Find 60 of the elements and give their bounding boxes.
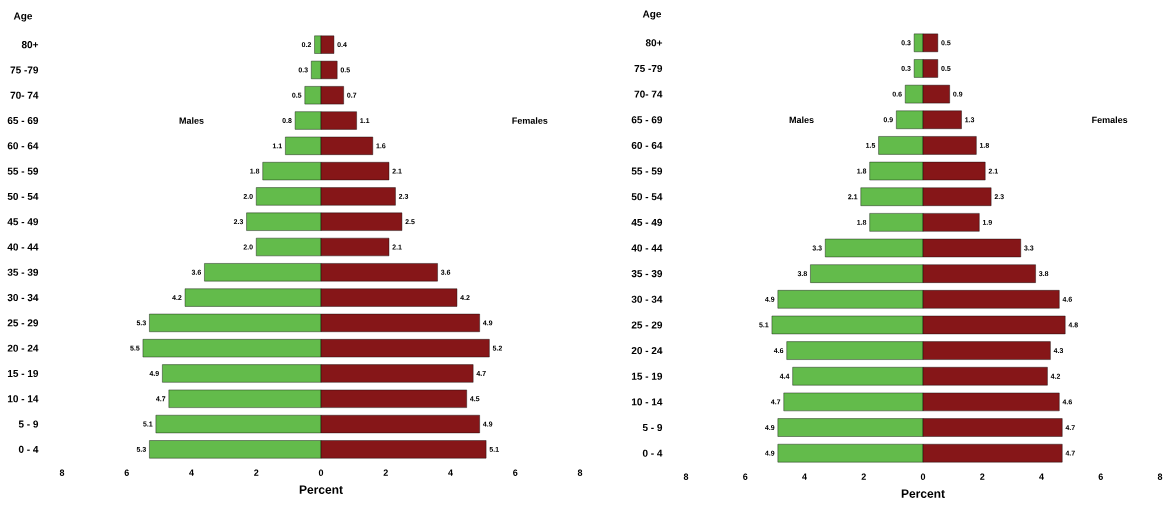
text: Females [1092,116,1128,124]
x-tick-label: 6 [1098,473,1103,480]
x-tick-label: 4 [189,469,194,476]
y-tick-label: 40 - 44 [631,244,663,252]
y-tick-label: 25 - 29 [7,319,39,327]
y-tick-label: 50 - 54 [7,192,39,200]
x-tick-label: 2 [980,473,985,480]
x-tick-label: 8 [683,473,689,480]
y-tick-label: 40 - 44 [7,243,39,251]
x-tick-label: 4 [1039,473,1044,480]
y-tick-label: 55 - 59 [7,167,39,175]
y-tick-label: 5 - 9 [642,424,663,432]
x-tick-label: 8 [59,469,65,476]
y-tick-label: 70- 74 [634,90,663,98]
y-tick-label: 80+ [645,39,663,47]
x-tick-label: 0 [318,469,324,476]
x-tick-label: 2 [861,473,866,480]
x-tick-label: 6 [743,473,748,480]
x-tick-label: 2 [383,469,388,476]
y-axis-title: Age [13,12,33,22]
y-tick-label: 55 - 59 [631,167,663,175]
y-tick-label: 45 - 49 [631,218,663,226]
x-tick-label: 4 [802,473,807,480]
y-tick-label: 35 - 39 [631,270,663,278]
y-tick-label: 30 - 34 [631,295,663,303]
y-tick-label: 15 - 19 [631,372,663,380]
y-tick-label: 25 - 29 [631,321,663,329]
x-tick-label: 8 [577,469,583,476]
y-tick-label: 5 - 9 [18,420,39,428]
y-tick-label: 50 - 54 [631,193,663,201]
y-tick-label: 0 - 4 [642,449,663,457]
x-tick-label: 6 [124,469,129,476]
y-tick-label: 65 - 69 [7,117,39,125]
y-tick-label: 10 - 14 [7,395,39,403]
y-tick-label: 15 - 19 [7,369,39,378]
text: Males [179,117,204,124]
y-tick-label: 65 - 69 [631,116,663,124]
x-axis-title: Percent [901,489,945,498]
y-tick-label: 30 - 34 [7,294,39,302]
y-tick-label: 10 - 14 [631,398,663,406]
y-tick-label: 20 - 24 [631,347,663,355]
x-tick-label: 0 [920,473,926,480]
y-tick-label: 70- 74 [10,91,39,99]
x-tick-label: 8 [1157,473,1163,480]
x-axis-title: Percent [299,485,343,494]
x-tick-label: 2 [254,469,259,476]
y-tick-label: 60 - 64 [7,142,39,150]
y-tick-label: 0 - 4 [18,445,39,453]
y-tick-label: 35 - 39 [7,268,39,276]
y-tick-label: 80+ [21,41,39,49]
y-tick-label: 45 - 49 [7,218,39,226]
y-axis-title: Age [642,10,662,20]
y-tick-label: 75 -79 [634,64,663,73]
y-tick-label: 20 - 24 [7,344,39,352]
x-tick-label: 6 [513,469,518,476]
text: Males [789,116,814,124]
y-tick-label: 75 -79 [10,66,39,74]
text: Females [512,117,548,124]
x-tick-label: 4 [448,469,453,476]
y-tick-label: 60 - 64 [631,141,663,149]
